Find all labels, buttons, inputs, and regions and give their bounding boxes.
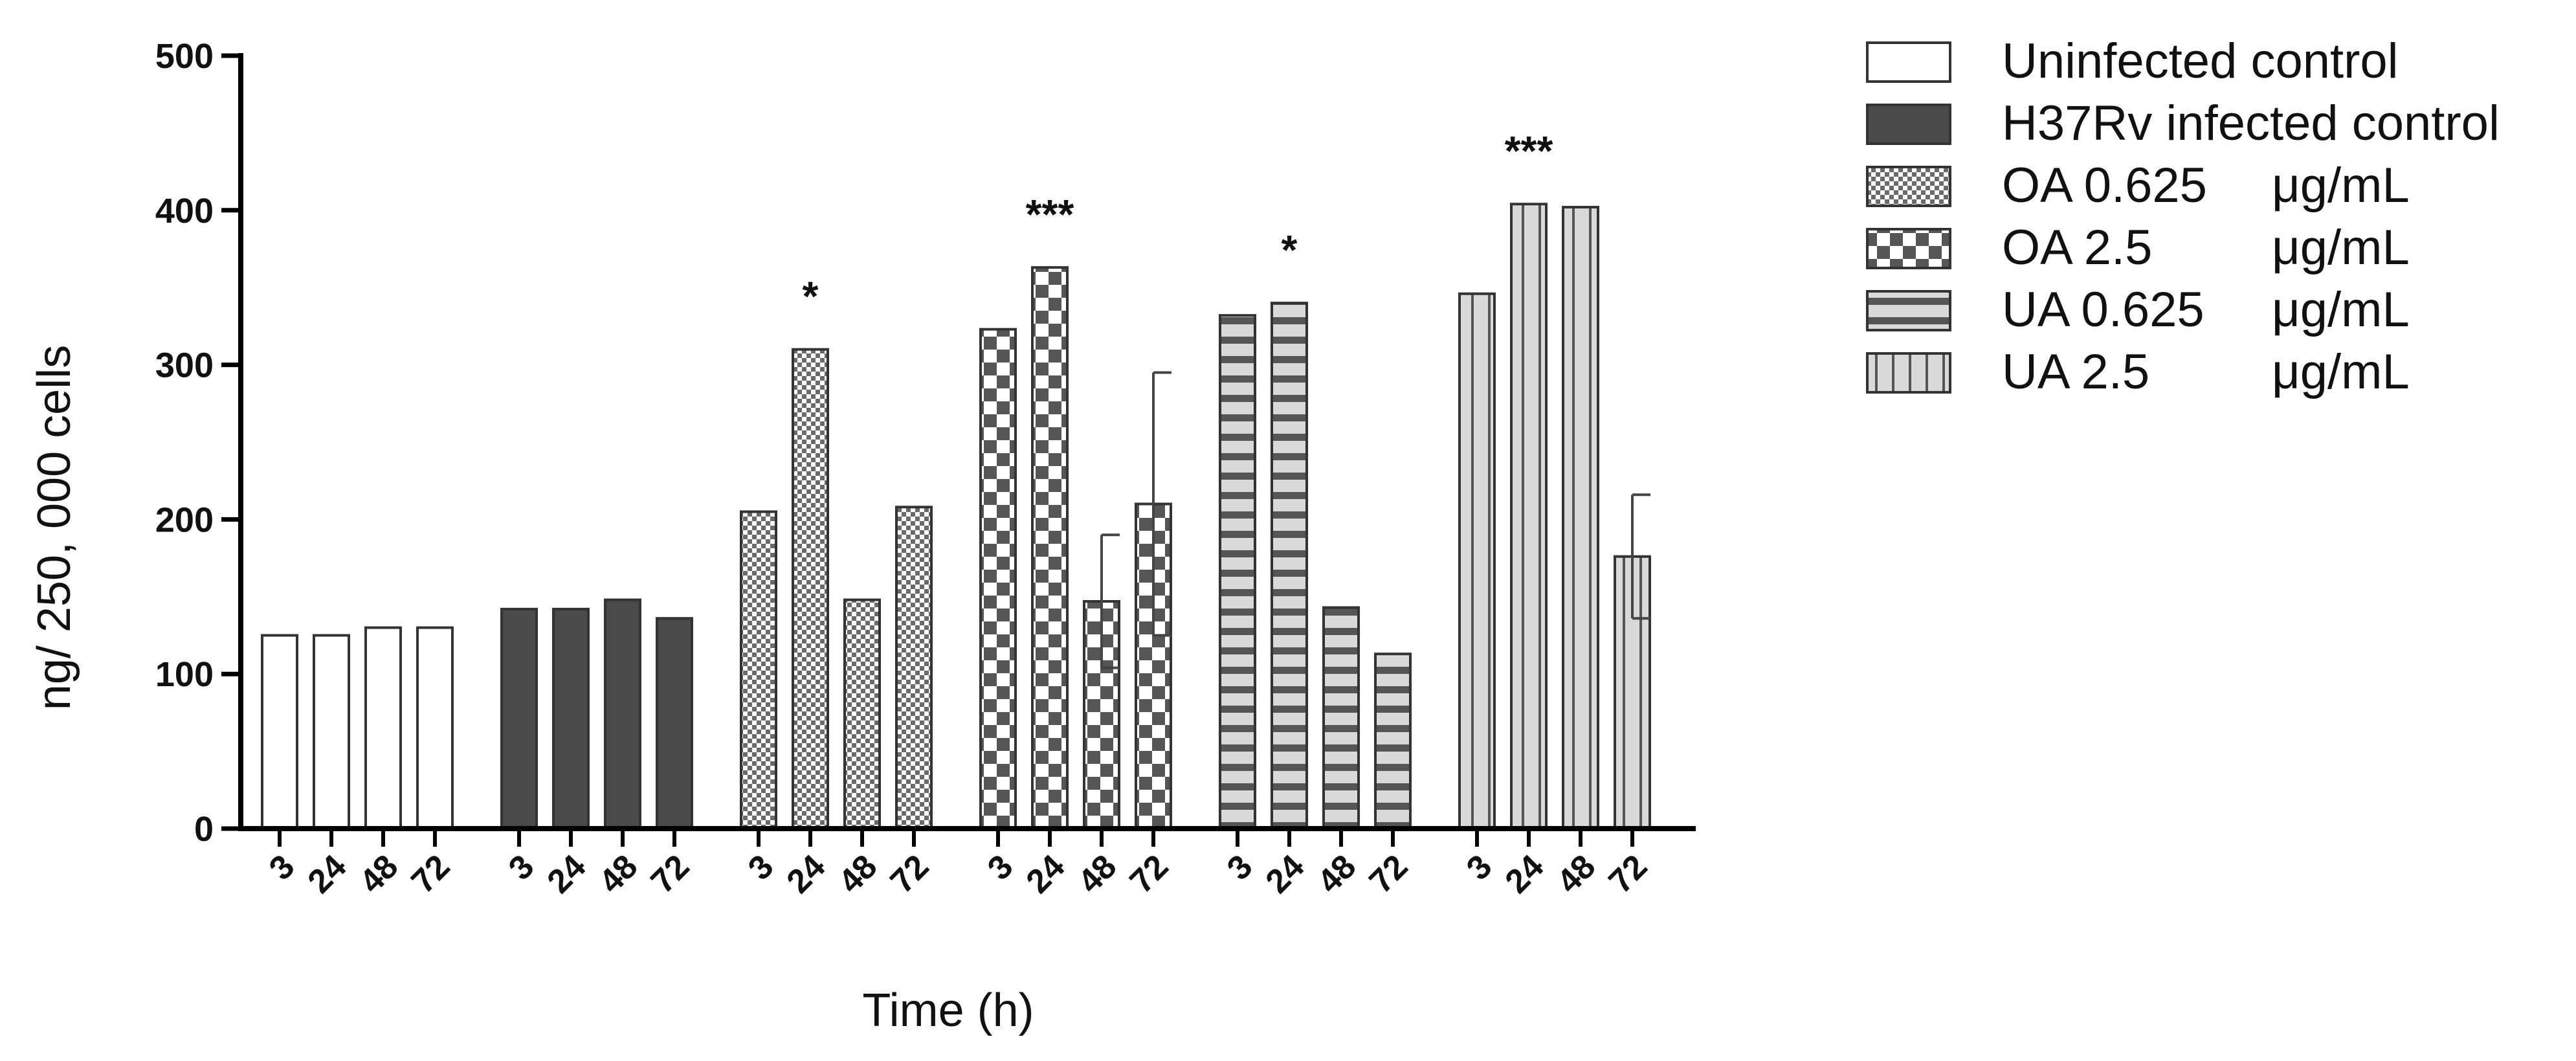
y-tick-label: 100: [155, 655, 214, 694]
x-tick-label: 48: [592, 847, 645, 900]
legend-label: Uninfected control: [2002, 34, 2399, 89]
bar: [1458, 292, 1496, 830]
y-tick-label: 400: [155, 192, 214, 230]
bar: [1374, 653, 1412, 830]
x-tick-label: 48: [1311, 847, 1364, 900]
bar: [261, 634, 298, 830]
legend-label: OA 2.5: [2002, 220, 2152, 275]
x-axis-title: Time (h): [862, 985, 1034, 1036]
x-tick-label: 3: [1220, 847, 1260, 887]
bar: [740, 510, 777, 831]
legend-unit: μg/mL: [2272, 220, 2410, 275]
bar: [792, 348, 829, 830]
legend-label: UA 0.625: [2002, 282, 2204, 337]
x-tick-label: 24: [1019, 847, 1072, 900]
x-tick-label: 48: [1550, 847, 1603, 900]
bar: [1031, 266, 1069, 830]
bar: [979, 328, 1017, 830]
axes: [238, 53, 1696, 831]
legend-swatch: [1866, 352, 1951, 394]
x-tick-label: 48: [832, 847, 885, 900]
y-tick-label: 200: [155, 500, 214, 539]
legend-swatch: [1866, 290, 1951, 331]
legend-unit: μg/mL: [2272, 344, 2410, 399]
bar: [843, 598, 881, 830]
significance-marker: *: [1282, 227, 1298, 273]
x-tick-label: 24: [540, 847, 594, 900]
x-tick-label: 3: [502, 847, 541, 887]
legend-unit: μg/mL: [2272, 158, 2410, 213]
legend-label: OA 0.625: [2002, 158, 2207, 213]
x-tick-label: 48: [1071, 847, 1124, 900]
x-tick-label: 3: [741, 847, 781, 887]
bar: [604, 598, 641, 830]
bar: [416, 626, 454, 830]
x-tick-label: 3: [981, 847, 1020, 887]
legend-label: H37Rv infected control: [2002, 96, 2500, 151]
bar: [1510, 203, 1548, 830]
bar: [364, 626, 402, 830]
bar: [656, 617, 693, 830]
significance-marker: *: [803, 273, 819, 320]
bar: [895, 506, 933, 831]
x-tick-label: 72: [1602, 847, 1655, 900]
bar: [500, 607, 538, 830]
legend-unit: μg/mL: [2272, 282, 2410, 337]
y-tick-label: 500: [155, 37, 214, 76]
y-tick-label: 0: [194, 810, 214, 849]
annotations: ********: [803, 128, 1553, 319]
x-tick-label: 3: [262, 847, 302, 887]
y-axis-title: ng/ 250, 000 cells: [28, 345, 80, 710]
x-tick-label: 72: [1362, 847, 1416, 900]
x-tick-label: 24: [1498, 847, 1551, 900]
y-tick-label: 300: [155, 346, 214, 385]
legend-swatch: [1866, 166, 1951, 207]
legend-swatch: [1866, 41, 1951, 83]
x-tick-label: 72: [883, 847, 937, 900]
bars: [261, 203, 1651, 831]
y-axis-ticks: 0 100 200 300 400 500: [155, 37, 241, 849]
x-tick-label: 72: [644, 847, 697, 900]
bar: [552, 607, 590, 830]
x-tick-label: 24: [780, 847, 833, 900]
bar: [313, 634, 350, 830]
legend-swatch: [1866, 104, 1951, 145]
bar: [1322, 606, 1360, 830]
bar: [1562, 206, 1599, 830]
x-tick-label: 72: [405, 847, 458, 900]
x-tick-label: 24: [301, 847, 354, 900]
x-tick-label: 72: [1123, 847, 1176, 900]
x-tick-label: 48: [353, 847, 406, 900]
x-tick-label: 24: [1259, 847, 1312, 900]
significance-marker: ***: [1026, 191, 1074, 238]
bar: [1271, 302, 1308, 830]
significance-marker: ***: [1505, 128, 1553, 174]
legend-label: UA 2.5: [2002, 344, 2149, 399]
legend: Uninfected control H37Rv infected control…: [1866, 34, 2500, 399]
x-tick-label: 3: [1460, 847, 1499, 887]
bar: [1219, 314, 1256, 830]
legend-swatch: [1866, 228, 1951, 269]
